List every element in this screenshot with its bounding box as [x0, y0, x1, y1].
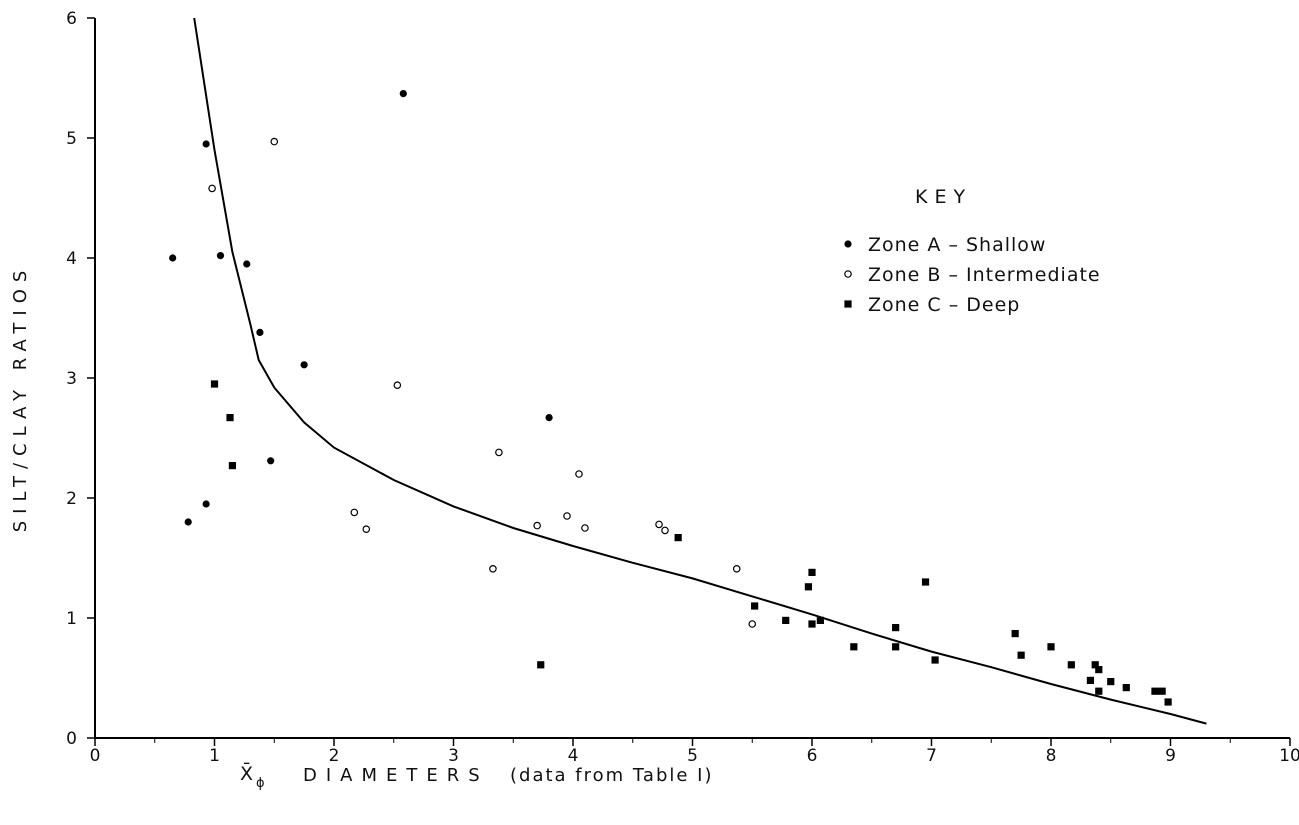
x-tick-label: 2	[329, 746, 340, 766]
x-tick-label: 1	[209, 746, 220, 766]
data-point	[256, 328, 264, 336]
data-point	[850, 643, 858, 651]
x-tick-label: 5	[687, 746, 698, 766]
data-point	[226, 414, 234, 422]
series-3	[210, 380, 1172, 706]
data-point	[169, 254, 177, 262]
series-2	[208, 137, 757, 628]
data-point	[674, 534, 682, 542]
y-axis-title: SILT/CLAY RATIOS	[10, 264, 31, 533]
data-point	[1122, 684, 1130, 692]
trend-line-group	[193, 17, 1207, 725]
data-point	[267, 457, 275, 465]
data-point	[816, 616, 824, 624]
data-point	[399, 90, 407, 98]
axis-titles: SILT/CLAY RATIOS X̄ ϕ DIAMETERS (data from T…	[10, 264, 714, 791]
y-tick-label: 2	[66, 489, 77, 509]
y-tick-label: 5	[66, 129, 77, 149]
x-axis-subscript: ϕ	[256, 776, 265, 791]
axes: 0 1 2 3 4 5 6 7 8 9 10 0 1 2 3 4 5 6	[66, 9, 1299, 766]
data-point	[210, 380, 219, 388]
fitted-curve	[193, 17, 1207, 725]
y-tick-label: 6	[66, 9, 77, 29]
legend: KEY Zone A – Shallow Zone B – Intermediate…	[844, 186, 1100, 316]
legend-title: KEY	[915, 186, 972, 208]
legend-label-1: Zone A – Shallow	[868, 234, 1046, 256]
legend-marker-3	[844, 300, 852, 308]
data-points	[169, 90, 1172, 706]
data-point	[732, 564, 741, 573]
data-point	[184, 518, 192, 526]
data-point	[300, 361, 308, 369]
legend-label-2: Zone B – Intermediate	[868, 264, 1101, 286]
data-point	[495, 448, 503, 457]
legend-marker-1	[844, 240, 852, 248]
legend-marker-2	[844, 270, 852, 278]
data-point	[808, 568, 816, 576]
data-point	[1011, 630, 1019, 638]
y-tick-label: 0	[66, 729, 77, 749]
data-point	[655, 520, 663, 529]
data-point	[202, 140, 210, 148]
data-point	[1067, 661, 1075, 669]
data-point	[921, 578, 930, 586]
data-point	[808, 620, 816, 628]
data-point	[216, 252, 225, 260]
data-point	[1164, 698, 1172, 706]
data-point	[1017, 651, 1025, 659]
data-point	[563, 512, 571, 520]
data-point	[1151, 687, 1159, 695]
data-point	[751, 602, 759, 610]
data-point	[931, 656, 939, 664]
x-tick-label: 10	[1279, 746, 1299, 766]
legend-label-3: Zone C – Deep	[868, 294, 1020, 316]
data-point	[1107, 678, 1115, 686]
data-point	[575, 470, 583, 478]
data-point	[270, 137, 279, 146]
y-tick-label: 1	[66, 609, 77, 629]
data-point	[1091, 661, 1099, 669]
data-point	[892, 624, 900, 632]
data-point	[489, 564, 497, 573]
data-point	[581, 524, 589, 532]
data-point	[362, 525, 371, 534]
data-point	[1158, 687, 1166, 695]
data-point	[228, 462, 237, 470]
x-axis-note: (data from Table I)	[510, 765, 714, 786]
data-point	[892, 643, 900, 651]
data-point	[350, 508, 359, 517]
x-tick-label: 6	[807, 746, 818, 766]
series-1	[169, 90, 553, 526]
x-tick-label: 7	[926, 746, 937, 766]
data-point	[393, 381, 402, 390]
data-point	[1047, 643, 1055, 651]
x-tick-label: 3	[448, 746, 459, 766]
data-point	[748, 620, 757, 628]
x-axis-symbol: X̄	[240, 761, 253, 785]
data-point	[537, 661, 545, 669]
y-tick-label: 4	[66, 249, 77, 269]
x-tick-label: 4	[568, 746, 579, 766]
x-tick-label: 0	[90, 746, 101, 766]
data-point	[1095, 666, 1103, 674]
data-point	[533, 521, 541, 530]
data-point	[243, 260, 251, 268]
x-tick-label: 8	[1046, 746, 1057, 766]
data-point	[545, 414, 553, 422]
data-point	[202, 500, 210, 508]
data-point	[208, 184, 216, 193]
x-tick-label: 9	[1165, 746, 1176, 766]
x-axis-title: DIAMETERS	[303, 765, 489, 786]
data-point	[1095, 687, 1103, 695]
data-point	[1086, 676, 1095, 684]
data-point	[661, 526, 669, 535]
y-tick-label: 3	[66, 369, 77, 389]
data-point	[804, 583, 813, 591]
data-point	[782, 616, 790, 624]
